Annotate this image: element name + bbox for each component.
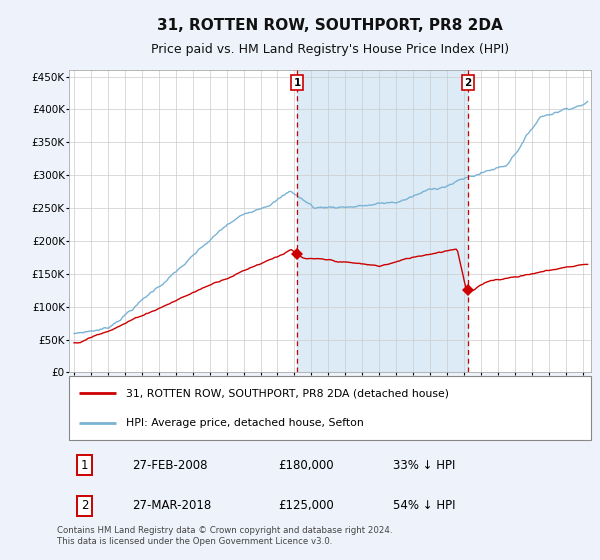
- Text: 2: 2: [81, 499, 88, 512]
- Text: £125,000: £125,000: [278, 499, 334, 512]
- Text: Contains HM Land Registry data © Crown copyright and database right 2024.
This d: Contains HM Land Registry data © Crown c…: [57, 526, 392, 546]
- Text: 31, ROTTEN ROW, SOUTHPORT, PR8 2DA: 31, ROTTEN ROW, SOUTHPORT, PR8 2DA: [157, 18, 503, 32]
- Text: 1: 1: [81, 459, 88, 472]
- Text: 1: 1: [293, 78, 301, 87]
- Text: Price paid vs. HM Land Registry's House Price Index (HPI): Price paid vs. HM Land Registry's House …: [151, 43, 509, 56]
- FancyBboxPatch shape: [69, 376, 591, 440]
- Text: 33% ↓ HPI: 33% ↓ HPI: [392, 459, 455, 472]
- Text: 27-MAR-2018: 27-MAR-2018: [131, 499, 211, 512]
- Text: 2: 2: [464, 78, 472, 87]
- Text: 54% ↓ HPI: 54% ↓ HPI: [392, 499, 455, 512]
- Text: HPI: Average price, detached house, Sefton: HPI: Average price, detached house, Seft…: [127, 418, 364, 427]
- Text: 31, ROTTEN ROW, SOUTHPORT, PR8 2DA (detached house): 31, ROTTEN ROW, SOUTHPORT, PR8 2DA (deta…: [127, 389, 449, 398]
- Text: £180,000: £180,000: [278, 459, 334, 472]
- Bar: [297, 70, 468, 372]
- Text: 27-FEB-2008: 27-FEB-2008: [131, 459, 207, 472]
